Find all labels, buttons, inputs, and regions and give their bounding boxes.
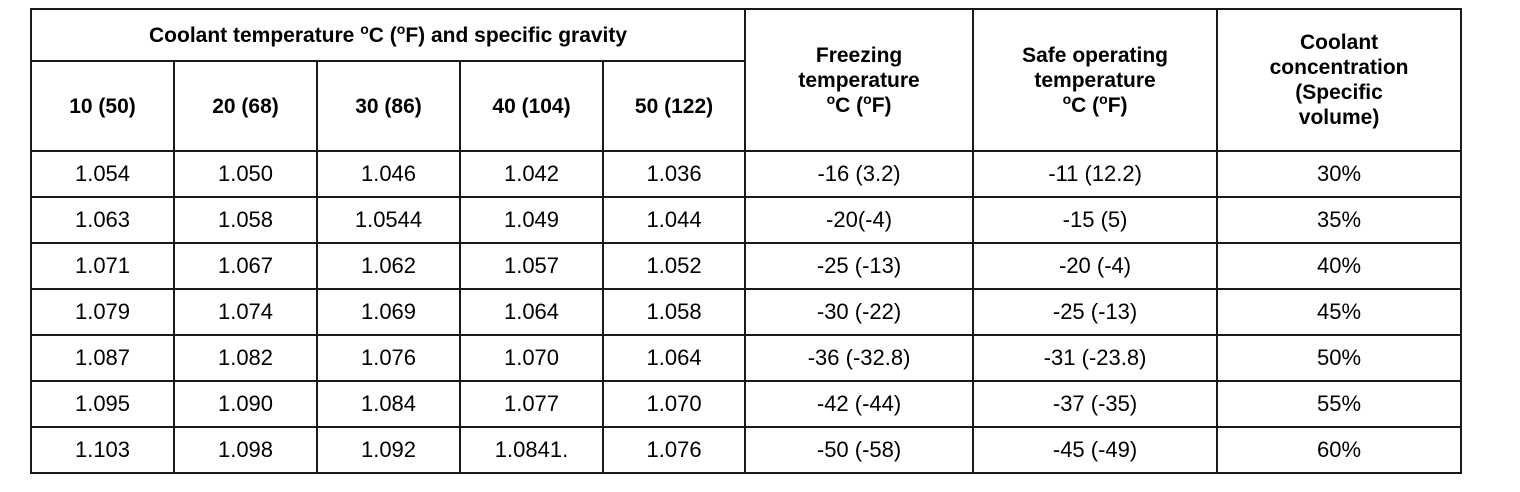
- safe-operating-temperature-header: Safe operating temperature oC (oF): [972, 8, 1219, 152]
- concentration-header-line4: volume): [1298, 106, 1380, 129]
- specific-gravity-cell: 1.0544: [316, 196, 461, 244]
- table-row: 1.071 1.067 1.062 1.057 1.052 -25 (-13) …: [30, 242, 1463, 290]
- freezing-temperature-cell: -20(-4): [744, 196, 975, 244]
- specific-gravity-cell: 1.063: [30, 196, 175, 244]
- concentration-cell: 40%: [1216, 242, 1463, 290]
- table-row: 1.079 1.074 1.069 1.064 1.058 -30 (-22) …: [30, 288, 1463, 336]
- degree-symbol: o: [396, 20, 406, 37]
- degree-symbol: o: [1099, 90, 1108, 107]
- freezing-header-line2: temperature: [798, 68, 920, 92]
- specific-gravity-cell: 1.050: [173, 150, 318, 198]
- concentration-header-line2: concentration: [1269, 56, 1409, 79]
- temp-column-header: 30 (86): [316, 60, 461, 152]
- degree-symbol: o: [826, 90, 836, 107]
- concentration-header-line1: Coolant: [1299, 31, 1379, 54]
- specific-gravity-cell: 1.046: [316, 150, 461, 198]
- group-header-text-b: C (: [368, 23, 397, 47]
- group-header-text-a: Coolant temperature: [149, 23, 361, 47]
- coolant-table-container: Coolant temperature oC (oF) and specific…: [29, 8, 1463, 474]
- specific-gravity-cell: 1.069: [316, 288, 461, 336]
- safe-header-line1: Safe operating: [1022, 43, 1168, 67]
- specific-gravity-cell: 1.070: [601, 380, 747, 428]
- safe-temperature-cell: -31 (-23.8): [972, 334, 1219, 382]
- concentration-cell: 50%: [1216, 334, 1463, 382]
- temp-column-header: 10 (50): [30, 60, 175, 152]
- group-header-text-c: F) and specific gravity: [405, 23, 628, 47]
- safe-header-line2: temperature: [1034, 68, 1156, 92]
- specific-gravity-cell: 1.087: [30, 334, 175, 382]
- header-row-temperatures: 10 (50) 20 (68) 30 (86) 40 (104) 50 (122…: [30, 60, 1461, 152]
- specific-gravity-cell: 1.082: [173, 334, 318, 382]
- concentration-cell: 35%: [1216, 196, 1463, 244]
- freezing-header-line1: Freezing: [815, 43, 903, 67]
- safe-temperature-cell: -25 (-13): [972, 288, 1219, 336]
- table-row: 1.095 1.090 1.084 1.077 1.070 -42 (-44) …: [30, 380, 1463, 428]
- specific-gravity-cell: 1.064: [459, 288, 604, 336]
- concentration-cell: 60%: [1216, 426, 1463, 474]
- coolant-concentration-header: Coolant concentration (Specific volume): [1216, 8, 1463, 152]
- header-row-group: Coolant temperature oC (oF) and specific…: [29, 8, 1463, 152]
- specific-gravity-cell: 1.036: [601, 150, 747, 198]
- concentration-cell: 30%: [1216, 150, 1463, 198]
- degree-symbol: o: [360, 20, 369, 37]
- specific-gravity-cell: 1.090: [173, 380, 318, 428]
- specific-gravity-cell: 1.103: [30, 426, 175, 474]
- table-row: 1.063 1.058 1.0544 1.049 1.044 -20(-4) -…: [30, 196, 1463, 244]
- specific-gravity-cell: 1.042: [459, 150, 604, 198]
- temp-column-header: 50 (122): [601, 60, 747, 152]
- temp-column-header: 20 (68): [173, 60, 318, 152]
- freezing-temperature-cell: -42 (-44): [744, 380, 975, 428]
- specific-gravity-cell: 1.098: [173, 426, 318, 474]
- specific-gravity-cell: 1.058: [173, 196, 318, 244]
- safe-temperature-cell: -11 (12.2): [972, 150, 1219, 198]
- specific-gravity-cell: 1.079: [30, 288, 175, 336]
- specific-gravity-cell: 1.076: [601, 426, 747, 474]
- safe-temperature-cell: -20 (-4): [972, 242, 1219, 290]
- specific-gravity-cell: 1.057: [459, 242, 604, 290]
- freezing-temperature-cell: -30 (-22): [744, 288, 975, 336]
- safe-temperature-cell: -45 (-49): [972, 426, 1219, 474]
- concentration-cell: 45%: [1216, 288, 1463, 336]
- safe-header-unit-b: F): [1107, 93, 1128, 117]
- coolant-specific-gravity-table: Coolant temperature oC (oF) and specific…: [29, 8, 1463, 474]
- safe-temperature-cell: -15 (5): [972, 196, 1219, 244]
- freezing-temperature-cell: -50 (-58): [744, 426, 975, 474]
- temp-column-header: 40 (104): [459, 60, 604, 152]
- specific-gravity-cell: 1.076: [316, 334, 461, 382]
- specific-gravity-cell: 1.0841.: [459, 426, 604, 474]
- specific-gravity-cell: 1.077: [459, 380, 604, 428]
- freezing-temperature-header: Freezing temperature oC (oF): [744, 8, 975, 152]
- freezing-temperature-cell: -36 (-32.8): [744, 334, 975, 382]
- freezing-header-unit-a: C (: [835, 93, 864, 117]
- degree-symbol: o: [1062, 90, 1072, 107]
- specific-gravity-cell: 1.054: [30, 150, 175, 198]
- specific-gravity-cell: 1.095: [30, 380, 175, 428]
- specific-gravity-cell: 1.074: [173, 288, 318, 336]
- freezing-temperature-cell: -16 (3.2): [744, 150, 975, 198]
- table-row: 1.054 1.050 1.046 1.042 1.036 -16 (3.2) …: [30, 150, 1463, 198]
- freezing-temperature-cell: -25 (-13): [744, 242, 975, 290]
- specific-gravity-cell: 1.064: [601, 334, 747, 382]
- specific-gravity-cell: 1.067: [173, 242, 318, 290]
- freezing-header-unit-b: F): [871, 93, 892, 117]
- safe-header-unit-a: C (: [1071, 93, 1100, 117]
- table-row: 1.103 1.098 1.092 1.0841. 1.076 -50 (-58…: [30, 426, 1463, 474]
- safe-temperature-cell: -37 (-35): [972, 380, 1219, 428]
- specific-gravity-cell: 1.058: [601, 288, 747, 336]
- specific-gravity-cell: 1.052: [601, 242, 747, 290]
- specific-gravity-cell: 1.044: [601, 196, 747, 244]
- specific-gravity-cell: 1.092: [316, 426, 461, 474]
- concentration-header-line3: (Specific: [1295, 81, 1383, 104]
- specific-gravity-cell: 1.049: [459, 196, 604, 244]
- specific-gravity-cell: 1.071: [30, 242, 175, 290]
- specific-gravity-cell: 1.062: [316, 242, 461, 290]
- coolant-temperature-group-header: Coolant temperature oC (oF) and specific…: [29, 8, 747, 62]
- table-row: 1.087 1.082 1.076 1.070 1.064 -36 (-32.8…: [30, 334, 1463, 382]
- degree-symbol: o: [863, 90, 872, 107]
- specific-gravity-cell: 1.070: [459, 334, 604, 382]
- concentration-cell: 55%: [1216, 380, 1463, 428]
- specific-gravity-cell: 1.084: [316, 380, 461, 428]
